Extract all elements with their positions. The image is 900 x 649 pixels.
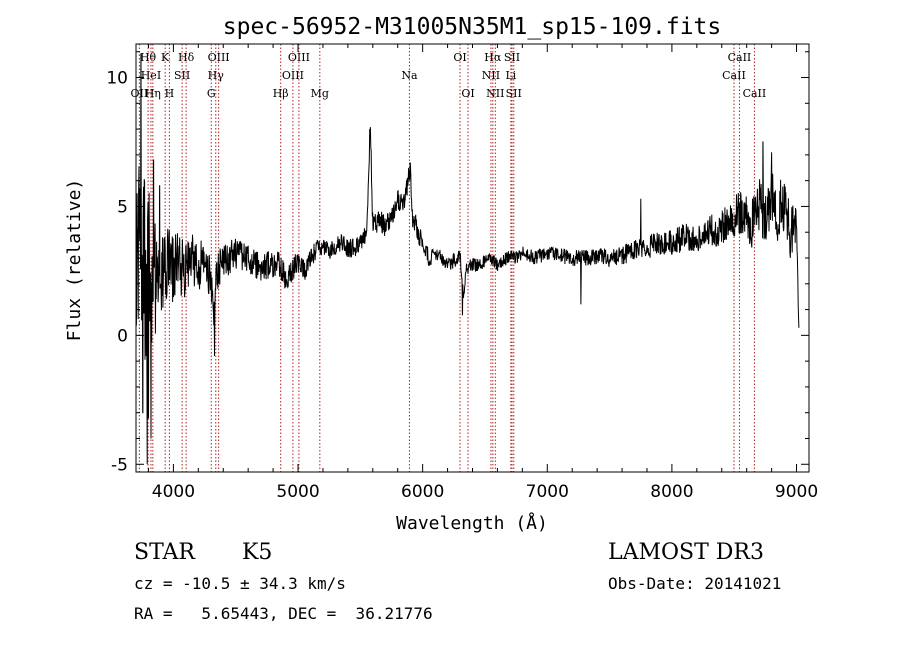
- axis-ticks: 4000 5000 6000 7000 8000 9000 -5 0 5 10: [106, 44, 818, 502]
- line-label: Hα: [484, 51, 502, 64]
- line-label: SII: [506, 87, 522, 100]
- object-class: STAR: [134, 540, 195, 565]
- y-tick-label: 10: [106, 69, 128, 89]
- line-label: Hδ: [178, 51, 195, 64]
- x-tick-label: 9000: [775, 482, 818, 502]
- line-label: Hθ: [140, 51, 157, 64]
- line-label: SII: [174, 69, 190, 82]
- line-label: OIII: [208, 51, 230, 64]
- line-label: OI: [461, 87, 474, 100]
- line-label: Na: [401, 69, 418, 82]
- line-label: OIII: [288, 51, 310, 64]
- line-label: CaII: [722, 69, 746, 82]
- coordinates-readout: RA = 5.65443, DEC = 36.21776: [134, 604, 433, 623]
- x-axis-label: Wavelength (Å): [396, 512, 548, 534]
- line-label: CaII: [743, 87, 767, 100]
- line-label: OII: [131, 87, 149, 100]
- spectrum-line: [135, 53, 800, 465]
- line-label: Hγ: [208, 69, 225, 82]
- line-label: OIII: [282, 69, 304, 82]
- line-label: CaII: [728, 51, 752, 64]
- x-tick-label: 5000: [276, 482, 319, 502]
- line-labels: OII Hθ HeI Hη K SII H Hδ OIII Hγ G OIII OIII Hβ Mg Na OI…: [131, 51, 767, 100]
- line-label: OI: [453, 51, 466, 64]
- x-tick-label: 8000: [650, 482, 693, 502]
- spectrum-trace: [135, 53, 800, 465]
- line-label: Li: [505, 69, 516, 82]
- line-label: NII: [482, 69, 500, 82]
- chart-title: spec-56952-M31005N35M1_sp15-109.fits: [223, 14, 722, 40]
- x-tick-label: 4000: [152, 482, 195, 502]
- y-tick-label: 0: [117, 326, 128, 346]
- line-label: Mg: [311, 87, 329, 100]
- line-label: SII: [504, 51, 520, 64]
- line-label: NII: [486, 87, 504, 100]
- line-label: G: [207, 87, 216, 100]
- line-label: Hβ: [273, 87, 289, 100]
- object-subclass: K5: [242, 540, 273, 565]
- line-label: Hη: [145, 87, 161, 100]
- x-tick-label: 7000: [526, 482, 569, 502]
- line-label: HeI: [141, 69, 161, 82]
- line-label: K: [161, 51, 170, 64]
- y-tick-label: 5: [117, 197, 128, 217]
- redshift-readout: cz = -10.5 ± 34.3 km/s: [134, 574, 346, 593]
- line-label: H: [165, 87, 175, 100]
- x-tick-label: 6000: [401, 482, 444, 502]
- y-tick-label: -5: [111, 455, 128, 475]
- observation-date: Obs-Date: 20141021: [608, 574, 782, 593]
- survey-name: LAMOST DR3: [608, 540, 764, 565]
- y-axis-label: Flux (relative): [64, 179, 85, 342]
